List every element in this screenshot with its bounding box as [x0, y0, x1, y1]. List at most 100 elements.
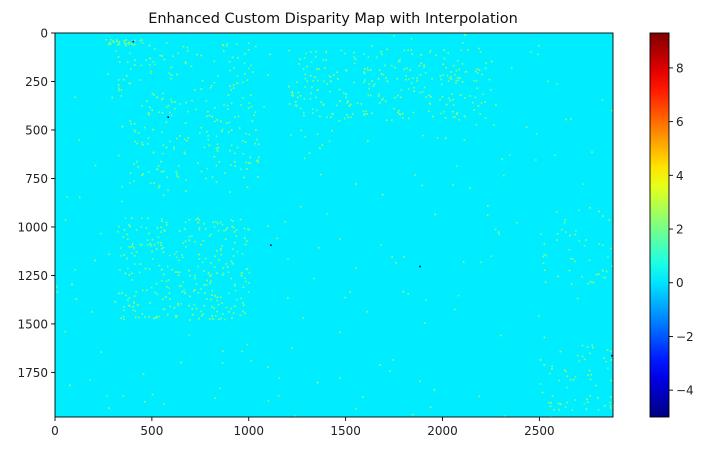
- speckle-point: [560, 403, 562, 405]
- speckle-point: [339, 100, 342, 102]
- speckle-point: [484, 67, 487, 70]
- speckle-point: [121, 200, 123, 203]
- speckle-point: [578, 360, 580, 363]
- speckle-point: [144, 316, 146, 318]
- speckle-point: [405, 78, 407, 81]
- speckle-point: [420, 54, 423, 56]
- speckle-point: [140, 226, 143, 228]
- speckle-point: [549, 372, 551, 375]
- speckle-point: [189, 274, 191, 277]
- speckle-point: [188, 235, 191, 238]
- x-axis: 0 500 1000 1500 2000 2500: [51, 417, 555, 438]
- speckle-point: [325, 50, 327, 53]
- speckle-point: [462, 261, 465, 263]
- speckle-point: [472, 101, 474, 104]
- speckle-point: [480, 261, 482, 264]
- speckle-point: [477, 105, 480, 107]
- speckle-point: [209, 86, 212, 89]
- speckle-point: [66, 196, 69, 198]
- speckle-point: [128, 224, 130, 226]
- speckle-point: [315, 96, 317, 99]
- speckle-point: [213, 307, 215, 309]
- speckle-point: [444, 117, 447, 119]
- speckle-point: [198, 317, 200, 320]
- colorbar-ticks: −4 −2 0 2 4 6 8: [669, 61, 694, 398]
- speckle-point: [127, 267, 129, 270]
- speckle-point: [179, 103, 181, 105]
- speckle-point: [188, 269, 190, 272]
- speckle-point: [503, 415, 506, 417]
- speckle-point: [247, 49, 250, 51]
- speckle-point: [160, 226, 162, 229]
- speckle-point: [216, 143, 219, 146]
- speckle-point: [124, 42, 127, 45]
- speckle-point: [418, 64, 421, 67]
- speckle-point: [177, 52, 179, 54]
- speckle-point: [422, 134, 424, 137]
- speckle-point: [115, 39, 118, 41]
- speckle-point: [538, 44, 540, 47]
- speckle-point: [581, 355, 584, 358]
- speckle-point: [130, 217, 133, 219]
- speckle-point: [485, 117, 487, 119]
- y-tick-label: 0: [40, 27, 48, 41]
- speckle-point: [568, 269, 571, 272]
- speckle-point: [407, 78, 410, 80]
- speckle-point: [236, 82, 239, 85]
- speckle-point: [405, 75, 407, 77]
- speckle-point: [397, 111, 399, 114]
- speckle-point: [141, 41, 144, 44]
- speckle-point: [450, 71, 453, 73]
- speckle-point: [288, 85, 290, 88]
- speckle-point: [447, 52, 450, 54]
- speckle-point: [110, 38, 112, 41]
- speckle-point: [184, 122, 187, 124]
- speckle-point: [148, 44, 151, 47]
- speckle-point: [204, 257, 207, 260]
- speckle-point: [216, 310, 218, 313]
- speckle-point: [240, 168, 242, 170]
- speckle-point: [244, 277, 246, 280]
- speckle-point: [150, 286, 153, 289]
- speckle-point: [267, 366, 269, 369]
- speckle-point: [310, 61, 313, 63]
- speckle-point: [493, 124, 495, 126]
- speckle-point: [134, 130, 137, 133]
- speckle-point: [370, 69, 372, 71]
- speckle-point: [132, 306, 134, 308]
- speckle-point: [216, 272, 218, 274]
- speckle-point: [336, 104, 338, 107]
- dark-point: [132, 40, 135, 43]
- speckle-point: [222, 313, 224, 315]
- speckle-point: [227, 94, 230, 96]
- speckle-point: [206, 167, 209, 170]
- speckle-point: [146, 239, 149, 241]
- speckle-point: [486, 214, 489, 217]
- speckle-point: [213, 81, 216, 84]
- speckle-point: [170, 77, 172, 80]
- speckle-point: [240, 297, 242, 300]
- speckle-point: [64, 219, 67, 221]
- speckle-point: [412, 413, 414, 416]
- disparity-speckles: [56, 33, 614, 418]
- speckle-point: [200, 54, 202, 57]
- speckle-point: [232, 66, 235, 69]
- speckle-point: [381, 99, 383, 101]
- speckle-point: [343, 117, 346, 120]
- speckle-point: [133, 43, 136, 46]
- speckle-point: [120, 89, 123, 91]
- speckle-point: [148, 113, 151, 116]
- speckle-point: [127, 43, 129, 45]
- speckle-point: [310, 51, 312, 53]
- speckle-point: [226, 266, 229, 268]
- speckle-point: [379, 102, 381, 104]
- speckle-point: [242, 152, 244, 155]
- speckle-point: [244, 243, 247, 246]
- speckle-point: [174, 315, 177, 317]
- speckle-point: [247, 291, 250, 293]
- speckle-point: [495, 104, 497, 106]
- speckle-point: [170, 98, 172, 101]
- speckle-point: [215, 164, 218, 167]
- speckle-point: [245, 133, 247, 135]
- speckle-point: [169, 111, 171, 114]
